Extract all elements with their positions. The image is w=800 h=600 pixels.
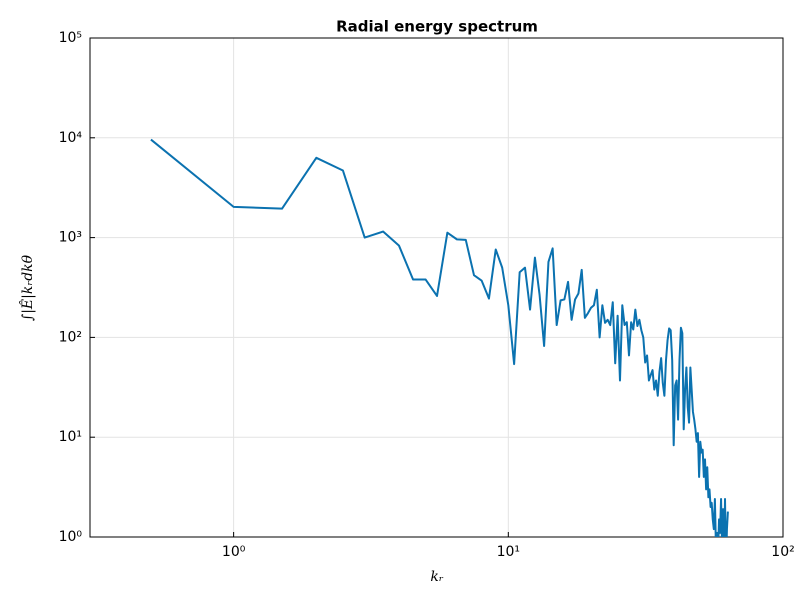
chart-title: Radial energy spectrum (336, 18, 538, 36)
y-tick-label: 10² (59, 329, 82, 345)
data-line (150, 138, 729, 537)
plot-frame (89, 37, 784, 538)
y-tick-label: 10⁰ (59, 529, 83, 545)
x-tick-label: 10² (771, 544, 794, 560)
x-tick-label: 10⁰ (222, 544, 246, 560)
y-tick-label: 10⁴ (59, 130, 83, 146)
y-tick-label: 10⁵ (59, 30, 82, 46)
y-tick-label: 10³ (59, 230, 82, 246)
y-tick-label: 10¹ (59, 429, 82, 445)
x-tick-label: 10¹ (497, 544, 520, 560)
x-axis-label: 𝑘ᵣ (430, 569, 443, 585)
y-axis-label: ∫|Ê|𝑘ᵣd𝑘θ (18, 254, 36, 321)
